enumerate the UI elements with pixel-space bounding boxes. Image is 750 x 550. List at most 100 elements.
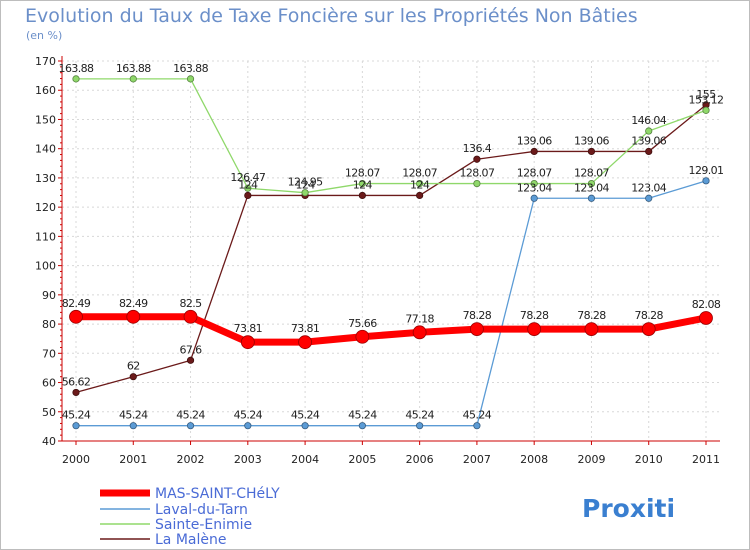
point-mas-saint-ch-ly-2009: [584, 322, 599, 337]
data-label-laval-du-tarn-2006: 45.24: [405, 409, 434, 422]
data-label-la-mal-ne-2010: 139.06: [631, 134, 666, 147]
y-tick-label-150: 150: [35, 113, 56, 126]
x-tick-label-2010: 2010: [635, 453, 663, 466]
point-sainte-enimie-2010: [645, 127, 653, 135]
point-la-mal-ne-2005: [358, 191, 366, 200]
point-laval-du-tarn-2003: [244, 422, 252, 430]
data-label-la-mal-ne-2006: 124: [410, 178, 430, 191]
data-label-sainte-enimie-2002: 163.88: [173, 62, 208, 75]
legend-label-sainte-enimie: Sainte-Enimie: [155, 517, 252, 533]
data-label-laval-du-tarn-2003: 45.24: [234, 409, 263, 422]
series-line-sainte-enimie: [76, 78, 707, 194]
data-label-mas-saint-ch-ly-2011: 82.08: [692, 298, 721, 311]
point-sainte-enimie-2011: [702, 106, 710, 114]
point-laval-du-tarn-2009: [587, 194, 596, 202]
data-label-sainte-enimie-2009: 128.07: [574, 167, 609, 180]
data-label-sainte-enimie-2010: 146.04: [631, 114, 666, 127]
data-label-sainte-enimie-2007: 128.07: [459, 167, 494, 180]
x-tick-label-2009: 2009: [577, 453, 605, 466]
y-tick-label-120: 120: [35, 201, 56, 214]
data-label-laval-du-tarn-2004: 45.24: [291, 409, 320, 422]
x-tick-label-2007: 2007: [463, 453, 491, 466]
data-label-mas-saint-ch-ly-2004: 73.81: [291, 322, 320, 335]
data-label-mas-saint-ch-ly-2010: 78.28: [634, 309, 663, 322]
point-laval-du-tarn-2004: [301, 422, 309, 430]
y-tick-label-40: 40: [42, 435, 56, 448]
y-tick-label-140: 140: [35, 143, 56, 156]
data-label-laval-du-tarn-2002: 45.24: [176, 409, 205, 422]
point-mas-saint-ch-ly-2003: [240, 335, 255, 350]
data-label-la-mal-ne-2004: 124: [295, 178, 315, 191]
data-label-la-mal-ne-2011: 155: [696, 88, 716, 101]
legend-label-mas-saint-chely: MAS-SAINT-CHéLY: [155, 486, 280, 502]
point-laval-du-tarn-2002: [186, 422, 195, 430]
data-label-mas-saint-ch-ly-2000: 82.49: [62, 297, 91, 310]
point-sainte-enimie-2002: [186, 75, 195, 83]
x-tick-label-2005: 2005: [348, 453, 376, 466]
point-sainte-enimie-2003: [244, 184, 252, 192]
proxiti-logo: Proxiti: [582, 494, 675, 523]
data-label-la-mal-ne-2005: 124: [353, 178, 373, 191]
point-la-mal-ne-2003: [244, 191, 252, 200]
x-tick-label-2001: 2001: [119, 453, 147, 466]
x-tick-label-2003: 2003: [234, 453, 262, 466]
x-tick-label-2000: 2000: [62, 453, 90, 466]
point-mas-saint-ch-ly-2000: [69, 309, 83, 324]
point-laval-du-tarn-2011: [702, 177, 710, 185]
data-label-la-mal-ne-2008: 139.06: [517, 134, 552, 147]
data-label-sainte-enimie-2008: 128.07: [517, 167, 552, 180]
data-label-sainte-enimie-2001: 163.88: [116, 62, 151, 75]
legend-label-la-malene: La Malène: [155, 532, 226, 548]
data-label-sainte-enimie-2003: 126.47: [230, 171, 265, 184]
data-label-laval-du-tarn-2007: 45.24: [463, 409, 492, 422]
point-la-mal-ne-2001: [129, 373, 137, 381]
chart-subtitle: (en %): [26, 29, 62, 42]
data-label-laval-du-tarn-2009: 123.04: [574, 181, 609, 194]
point-la-mal-ne-2008: [530, 147, 538, 156]
point-sainte-enimie-2007: [473, 179, 481, 188]
data-label-laval-du-tarn-2010: 123.04: [631, 181, 666, 194]
point-laval-du-tarn-2000: [72, 422, 80, 430]
data-label-laval-du-tarn-2005: 45.24: [348, 409, 377, 422]
data-label-la-mal-ne-2003: 124: [238, 178, 258, 191]
point-sainte-enimie-2001: [129, 75, 137, 83]
point-sainte-enimie-2008: [530, 179, 538, 188]
data-label-sainte-enimie-2011: 153.12: [689, 93, 724, 106]
y-tick-label-110: 110: [35, 230, 56, 243]
point-mas-saint-ch-ly-2005: [355, 329, 370, 344]
y-tick-label-100: 100: [35, 260, 56, 273]
data-label-la-mal-ne-2007: 136.4: [463, 142, 492, 155]
y-tick-label-130: 130: [35, 172, 56, 185]
point-la-mal-ne-2007: [473, 155, 481, 163]
point-laval-du-tarn-2010: [645, 194, 653, 202]
point-sainte-enimie-2005: [358, 179, 366, 188]
x-tick-label-2011: 2011: [692, 453, 720, 466]
point-sainte-enimie-2000: [72, 75, 80, 83]
data-label-sainte-enimie-2000: 163.88: [59, 62, 94, 75]
series-layer: [69, 75, 713, 430]
data-label-la-mal-ne-2009: 139.06: [574, 134, 609, 147]
series-line-mas-saint-ch-ly: [76, 313, 707, 346]
data-label-mas-saint-ch-ly-2006: 77.18: [405, 312, 434, 325]
data-label-la-mal-ne-2002: 67.6: [179, 343, 202, 356]
point-sainte-enimie-2004: [301, 189, 309, 197]
point-mas-saint-ch-ly-2011: [699, 311, 713, 325]
point-mas-saint-ch-ly-2006: [412, 325, 427, 340]
data-label-la-mal-ne-2001: 62: [127, 360, 140, 373]
point-la-mal-ne-2000: [72, 388, 80, 397]
data-label-sainte-enimie-2005: 128.07: [345, 167, 380, 180]
point-laval-du-tarn-2006: [416, 422, 424, 430]
point-mas-saint-ch-ly-2002: [183, 309, 198, 324]
x-tick-label-2006: 2006: [406, 453, 434, 466]
point-la-mal-ne-2006: [416, 191, 424, 200]
data-label-laval-du-tarn-2011: 129.01: [689, 164, 724, 177]
y-tick-label-80: 80: [42, 318, 56, 331]
data-label-laval-du-tarn-2001: 45.24: [119, 409, 148, 422]
point-laval-du-tarn-2007: [473, 422, 481, 430]
y-tick-label-90: 90: [42, 289, 56, 302]
y-tick-label-170: 170: [35, 55, 56, 68]
legend: MAS-SAINT-CHéLY Laval-du-Tarn Sainte-Eni…: [100, 486, 280, 548]
x-tick-label-2004: 2004: [291, 453, 319, 466]
